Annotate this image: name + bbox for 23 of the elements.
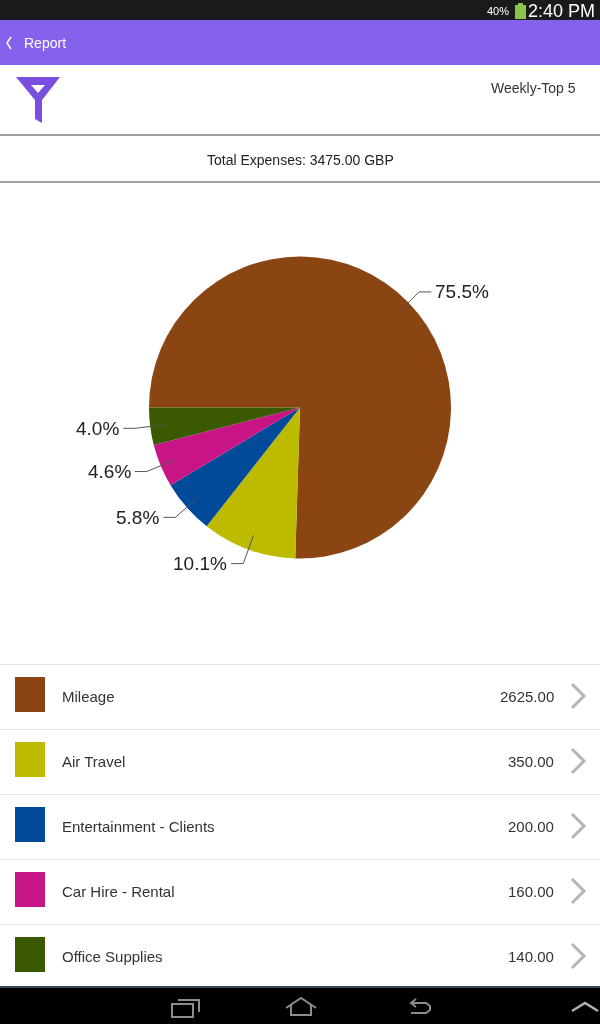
text: 40% [487, 5, 510, 17]
chart-subtitle: Total Expenses: 3475.00 GBP [207, 152, 394, 168]
chart-title: Report [24, 35, 67, 51]
text: Weekly-Top 5 [491, 80, 576, 96]
text: 200.00 [508, 818, 554, 835]
legend-label: Mileage [62, 688, 115, 705]
data-label: 10.1% [173, 553, 227, 574]
text: 140.00 [508, 948, 554, 965]
pie-slice [170, 407, 300, 527]
legend-label: Office Supplies [62, 948, 163, 965]
data-label: 4.0% [76, 418, 120, 439]
text: 350.00 [508, 753, 554, 770]
data-label: 4.6% [88, 461, 132, 482]
legend-label: Car Hire - Rental [62, 883, 175, 900]
legend-label: Entertainment - Clients [62, 818, 215, 835]
data-label: 5.8% [116, 507, 160, 528]
text: 160.00 [508, 883, 554, 900]
data-label: 75.5% [435, 281, 489, 302]
text: 2625.00 [500, 688, 555, 705]
legend-label: Air Travel [62, 753, 126, 770]
text: 2:40 PM [528, 1, 596, 21]
pie-slice [206, 407, 300, 559]
pie-slice [153, 407, 300, 486]
